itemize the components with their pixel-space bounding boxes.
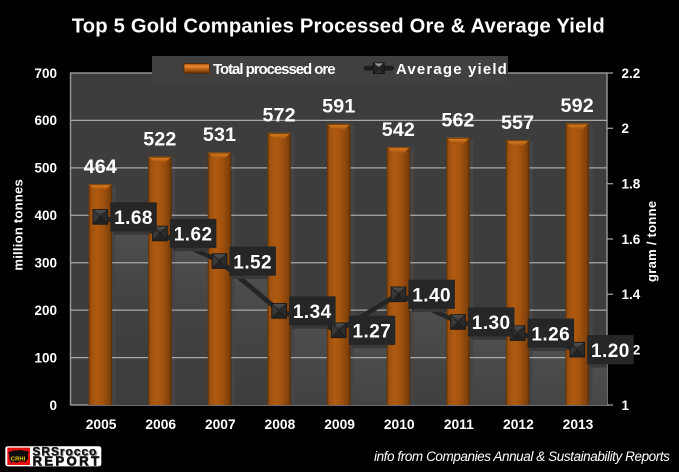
svg-text:REPORT: REPORT: [33, 453, 102, 468]
svg-text:2005: 2005: [86, 417, 117, 432]
svg-text:1.68: 1.68: [114, 208, 153, 229]
svg-text:100: 100: [34, 350, 57, 365]
svg-text:2.2: 2.2: [622, 66, 641, 81]
svg-text:1.4: 1.4: [622, 287, 641, 302]
svg-text:700: 700: [34, 66, 57, 81]
svg-text:2007: 2007: [205, 417, 236, 432]
svg-text:300: 300: [34, 256, 57, 271]
svg-text:2006: 2006: [145, 417, 176, 432]
svg-text:SRSrocco: SRSrocco: [32, 445, 97, 459]
svg-text:1.26: 1.26: [531, 324, 570, 345]
svg-text:464: 464: [84, 156, 117, 178]
svg-text:400: 400: [34, 208, 57, 223]
svg-text:557: 557: [501, 112, 534, 134]
svg-text:gram / tonne: gram / tonne: [644, 201, 659, 282]
svg-text:2012: 2012: [503, 417, 534, 432]
svg-text:2: 2: [622, 121, 630, 136]
svg-text:0: 0: [49, 398, 57, 413]
svg-text:572: 572: [262, 105, 295, 127]
svg-text:CRHI: CRHI: [11, 456, 26, 462]
svg-text:522: 522: [143, 128, 176, 150]
svg-text:500: 500: [34, 161, 57, 176]
svg-text:Average yield: Average yield: [396, 61, 508, 78]
svg-text:600: 600: [34, 113, 57, 128]
svg-text:531: 531: [203, 124, 236, 146]
svg-text:1.6: 1.6: [622, 232, 641, 247]
svg-text:info from Companies Annual & S: info from Companies Annual & Sustainabil…: [374, 449, 670, 464]
svg-text:2011: 2011: [444, 417, 474, 432]
svg-text:1.20: 1.20: [591, 341, 630, 362]
svg-text:1.62: 1.62: [174, 225, 213, 246]
svg-text:592: 592: [561, 95, 594, 117]
svg-text:200: 200: [34, 303, 57, 318]
svg-text:SRSrocco: SRSrocco: [33, 445, 99, 459]
svg-text:Total processed ore: Total processed ore: [213, 61, 335, 78]
svg-text:Top 5 Gold Companies Processed: Top 5 Gold Companies Processed Ore & Ave…: [72, 15, 605, 37]
svg-text:1: 1: [622, 398, 630, 413]
svg-text:million tonnes: million tonnes: [11, 179, 26, 271]
svg-text:1.52: 1.52: [233, 252, 272, 273]
svg-text:1.34: 1.34: [293, 302, 332, 323]
svg-text:2009: 2009: [324, 417, 355, 432]
svg-text:591: 591: [322, 96, 355, 118]
svg-text:2010: 2010: [384, 417, 415, 432]
svg-text:2008: 2008: [265, 417, 296, 432]
svg-text:542: 542: [382, 119, 415, 141]
svg-text:1.30: 1.30: [472, 313, 511, 334]
svg-text:1.40: 1.40: [412, 286, 451, 307]
svg-text:1.27: 1.27: [353, 322, 392, 343]
svg-text:562: 562: [441, 110, 474, 132]
svg-text:1.8: 1.8: [622, 177, 641, 192]
svg-text:2013: 2013: [563, 417, 594, 432]
